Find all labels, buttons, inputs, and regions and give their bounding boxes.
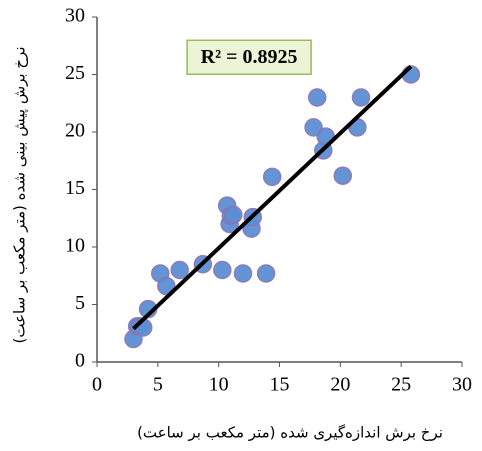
x-tick-label: 20 <box>330 374 350 396</box>
x-tick-label: 15 <box>270 374 290 396</box>
point <box>233 264 253 283</box>
point <box>307 88 327 107</box>
y-tick-label: 25 <box>65 62 85 84</box>
point <box>224 205 243 225</box>
x-tick-label: 30 <box>452 374 472 396</box>
point <box>351 88 371 107</box>
trendline <box>132 64 413 331</box>
y-tick-label: 30 <box>65 5 85 27</box>
point <box>170 260 189 280</box>
x-tick-label: 5 <box>153 374 163 396</box>
point <box>304 118 323 137</box>
point <box>333 166 353 185</box>
y-axis-label: نرخ برش پیش بینی شده (متر مکعب بر ساعت) <box>11 47 30 344</box>
x-tick-label: 0 <box>92 374 102 396</box>
y-tick-label: 0 <box>75 350 85 372</box>
y-tick-label: 5 <box>75 292 85 314</box>
y-tick-label: 15 <box>65 177 85 199</box>
x-tick-label: 10 <box>209 374 229 396</box>
y-tick-label: 10 <box>65 235 85 257</box>
x-tick-label: 25 <box>391 374 411 396</box>
point <box>213 260 232 280</box>
x-axis-label: نرخ برش اندازه‌گیری شده (متر مکعب بر ساع… <box>137 424 443 442</box>
point <box>157 276 176 296</box>
annotation-box <box>186 39 312 75</box>
point <box>256 264 276 283</box>
point <box>262 167 282 187</box>
annotation: R² = 0.8925 <box>201 46 298 68</box>
y-tick-label: 20 <box>65 120 85 142</box>
